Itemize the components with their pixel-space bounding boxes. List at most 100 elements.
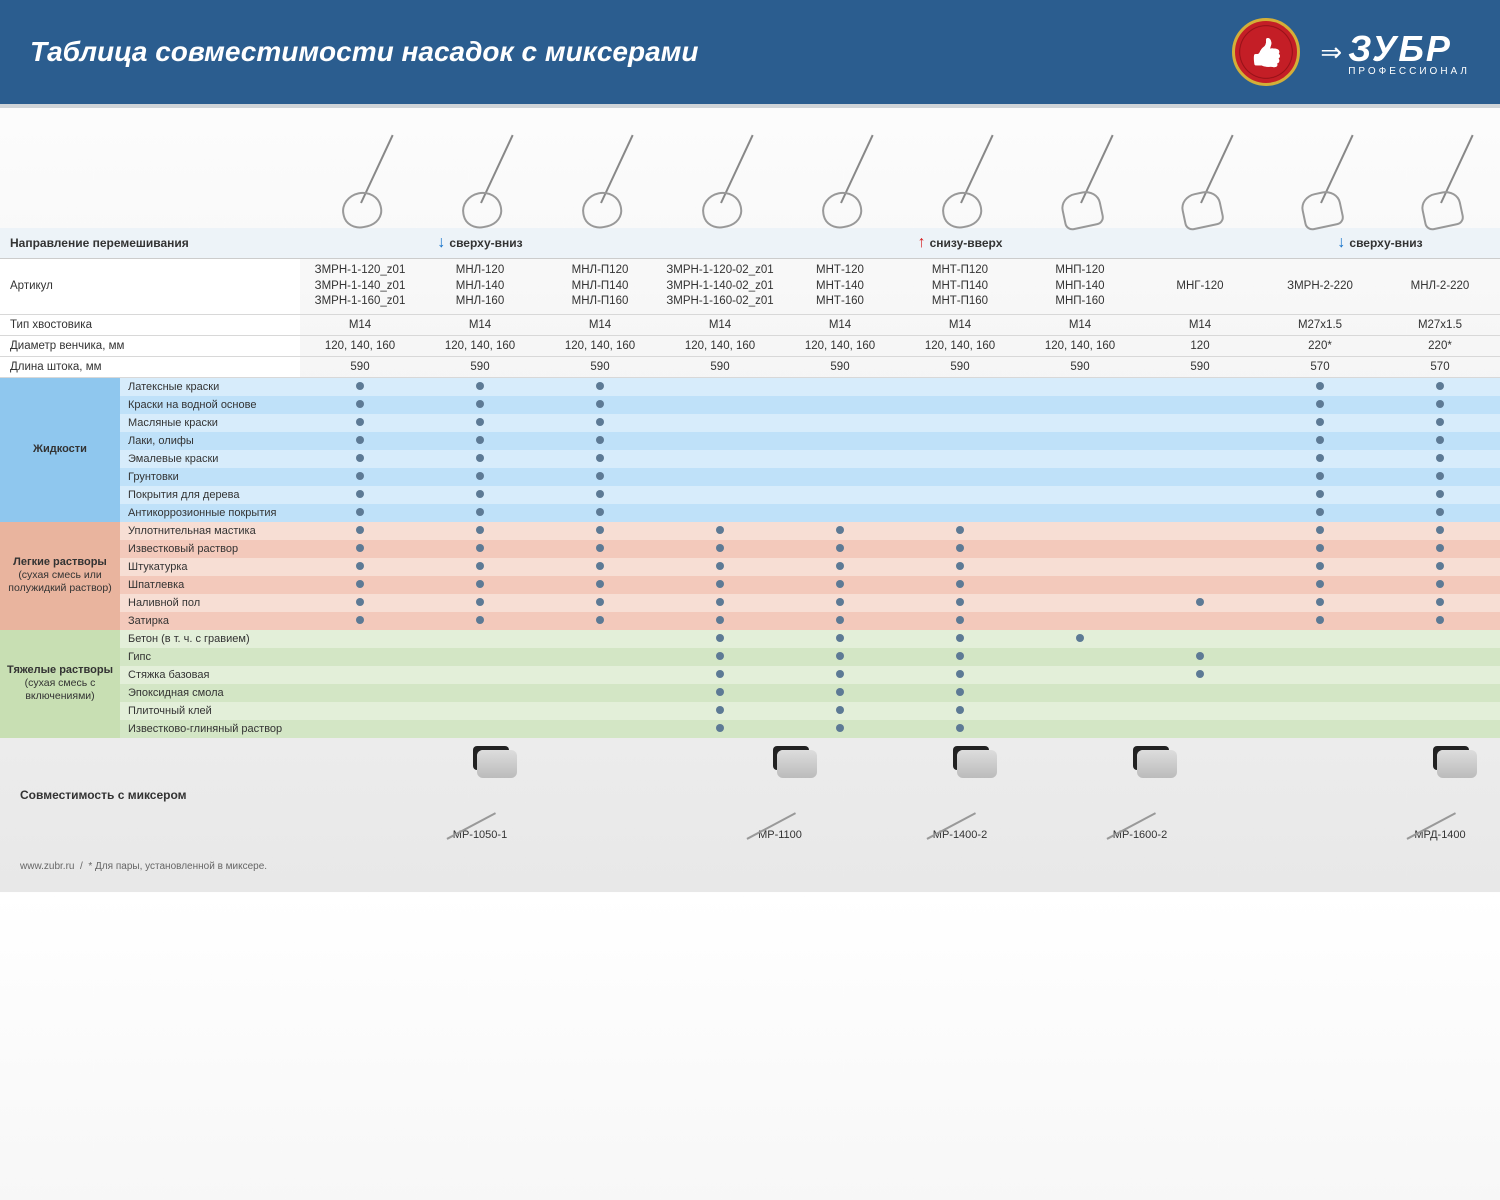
dot-icon — [1196, 652, 1204, 660]
compat-cell — [1140, 612, 1260, 630]
compat-cell — [540, 432, 660, 450]
spec-cell: M14 — [1020, 314, 1140, 335]
spec-cell: 590 — [1020, 356, 1140, 377]
mixer-icon — [735, 750, 825, 820]
compat-cell — [660, 576, 780, 594]
compat-cell — [1020, 594, 1140, 612]
compat-cell — [660, 648, 780, 666]
compat-cell — [900, 468, 1020, 486]
compat-cell — [420, 504, 540, 522]
compat-cell — [1140, 666, 1260, 684]
compat-cell — [300, 576, 420, 594]
spec-cell: 120, 140, 160 — [1020, 335, 1140, 356]
mixer-label: МРД-1400 — [1386, 829, 1494, 841]
compat-cell — [900, 666, 1020, 684]
dot-icon — [1316, 490, 1324, 498]
dot-icon — [1436, 400, 1444, 408]
dot-icon — [476, 544, 484, 552]
compat-cell — [780, 684, 900, 702]
compat-cell — [420, 432, 540, 450]
compat-cell — [420, 486, 540, 504]
material-label: Плиточный клей — [120, 702, 300, 720]
table-row: Известковый раствор — [0, 540, 1500, 558]
mixer-icon — [1095, 750, 1185, 820]
table-row: Краски на водной основе — [0, 396, 1500, 414]
compat-cell — [1260, 612, 1380, 630]
paddle-icon — [450, 128, 510, 228]
dot-icon — [956, 562, 964, 570]
dot-icon — [596, 472, 604, 480]
spec-cell: M27x1.5 — [1380, 314, 1500, 335]
compat-cell — [900, 684, 1020, 702]
material-label: Покрытия для дерева — [120, 486, 300, 504]
compat-cell — [1380, 576, 1500, 594]
mixer-cell: МР-1600-2 — [1020, 738, 1260, 853]
compat-cell — [660, 468, 780, 486]
dot-icon — [1316, 508, 1324, 516]
spec-cell: M14 — [540, 314, 660, 335]
compat-cell — [1020, 486, 1140, 504]
article-cell: ЗМРН-1-120-02_z01ЗМРН-1-140-02_z01ЗМРН-1… — [660, 259, 780, 315]
compat-cell — [1140, 486, 1260, 504]
spec-cell: M14 — [1140, 314, 1260, 335]
article-cell: МНЛ-120МНЛ-140МНЛ-160 — [420, 259, 540, 315]
compat-cell — [1020, 396, 1140, 414]
dot-icon — [716, 652, 724, 660]
compat-cell — [1260, 396, 1380, 414]
brand-sub: ПРОФЕССИОНАЛ — [1348, 66, 1470, 77]
compat-cell — [900, 377, 1020, 396]
article-cell: МНЛ-2-220 — [1380, 259, 1500, 315]
dot-icon — [356, 508, 364, 516]
compat-cell — [780, 486, 900, 504]
dot-icon — [836, 634, 844, 642]
dot-icon — [1436, 526, 1444, 534]
material-label: Штукатурка — [120, 558, 300, 576]
compat-cell — [1380, 684, 1500, 702]
dot-icon — [956, 688, 964, 696]
compat-cell — [1140, 648, 1260, 666]
compat-cell — [660, 630, 780, 648]
compat-cell — [1260, 540, 1380, 558]
compat-cell — [1380, 594, 1500, 612]
compat-cell — [1020, 558, 1140, 576]
compat-cell — [660, 396, 780, 414]
spec-cell: 120, 140, 160 — [900, 335, 1020, 356]
compat-cell — [300, 396, 420, 414]
spec-row: Диаметр венчика, мм120, 140, 160120, 140… — [0, 335, 1500, 356]
dot-icon — [1436, 562, 1444, 570]
dot-icon — [596, 526, 604, 534]
paddle-icon — [570, 128, 630, 228]
paddle-icon — [1050, 128, 1110, 228]
compat-cell — [540, 720, 660, 738]
direction-label: Направление перемешивания — [0, 228, 300, 259]
compat-cell — [300, 486, 420, 504]
dot-icon — [1196, 598, 1204, 606]
dot-icon — [836, 670, 844, 678]
compat-cell — [1260, 377, 1380, 396]
compat-cell — [1020, 414, 1140, 432]
dot-icon — [956, 544, 964, 552]
footnote-text: * Для пары, установленной в миксере. — [88, 861, 267, 872]
mixer-row-label: Совместимость с миксером — [0, 738, 300, 853]
dot-icon — [596, 580, 604, 588]
compat-cell — [1140, 432, 1260, 450]
compat-cell — [780, 504, 900, 522]
compat-cell — [900, 432, 1020, 450]
dot-icon — [356, 382, 364, 390]
compat-cell — [1020, 576, 1140, 594]
compat-cell — [1380, 702, 1500, 720]
dot-icon — [836, 616, 844, 624]
compat-cell — [420, 720, 540, 738]
table-row: Штукатурка — [0, 558, 1500, 576]
spec-label: Длина штока, мм — [0, 356, 300, 377]
spec-cell: 120, 140, 160 — [540, 335, 660, 356]
group-head: Легкие растворы(сухая смесь или полужидк… — [0, 522, 120, 630]
compat-cell — [1260, 558, 1380, 576]
compat-cell — [300, 648, 420, 666]
dot-icon — [476, 418, 484, 426]
article-cell: МНТ-П120МНТ-П140МНТ-П160 — [900, 259, 1020, 315]
compatibility-table: Направление перемешиваниясверху-внизсниз… — [0, 228, 1500, 853]
page-title: Таблица совместимости насадок с миксерам… — [30, 36, 699, 68]
compat-cell — [420, 666, 540, 684]
direction-group: сверху-вниз — [300, 228, 660, 259]
